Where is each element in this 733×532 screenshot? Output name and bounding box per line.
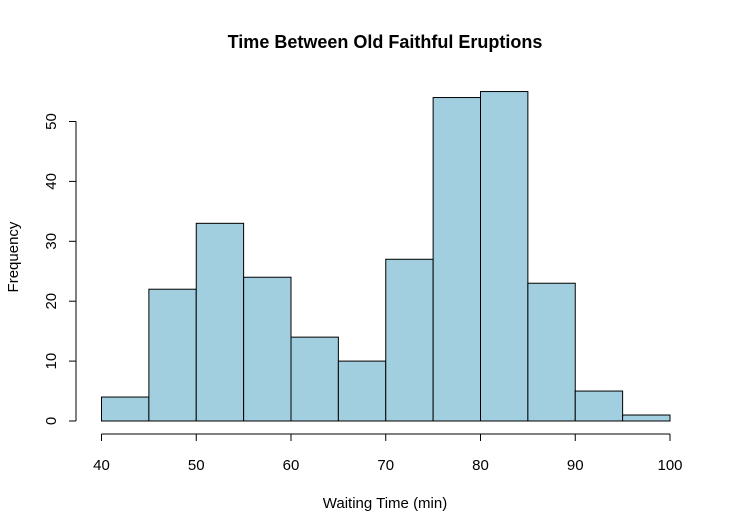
x-tick-label-80: 80 — [472, 457, 489, 474]
y-tick-label-20: 20 — [43, 293, 60, 310]
y-tick-label-40: 40 — [43, 173, 60, 190]
y-axis: 0 10 20 30 40 50 — [43, 113, 77, 425]
histogram-bar-50-55 — [195, 222, 245, 422]
x-tick-label-90: 90 — [567, 457, 584, 474]
x-tick-label-70: 70 — [377, 457, 394, 474]
x-axis-label: Waiting Time (min) — [323, 495, 447, 512]
y-tick-label-30: 30 — [43, 233, 60, 250]
histogram-bar-60-65 — [290, 336, 339, 422]
histogram-bar-80-85 — [480, 91, 529, 422]
x-tick-label-50: 50 — [188, 457, 205, 474]
bars-group — [101, 91, 671, 422]
x-tick-label-60: 60 — [283, 457, 300, 474]
chart-title: Time Between Old Faithful Eruptions — [228, 32, 543, 52]
x-axis: 40 50 60 70 80 90 100 — [93, 433, 683, 474]
y-axis-label: Frequency — [5, 221, 22, 292]
y-tick-label-0: 0 — [43, 417, 60, 425]
y-tick-label-10: 10 — [43, 353, 60, 370]
histogram-bar-55-60 — [243, 276, 292, 422]
histogram-bar-95-100 — [622, 414, 671, 422]
x-tick-label-40: 40 — [93, 457, 110, 474]
histogram-bar-65-70 — [337, 360, 387, 422]
histogram-bar-40-45 — [101, 396, 150, 422]
histogram-bar-45-50 — [148, 288, 197, 422]
histogram-bar-75-80 — [432, 97, 481, 422]
histogram-bar-85-90 — [527, 282, 576, 422]
histogram-bar-70-75 — [385, 258, 434, 422]
y-tick-label-50: 50 — [43, 113, 60, 130]
histogram-bar-90-95 — [574, 390, 624, 422]
x-tick-label-100: 100 — [657, 457, 682, 474]
